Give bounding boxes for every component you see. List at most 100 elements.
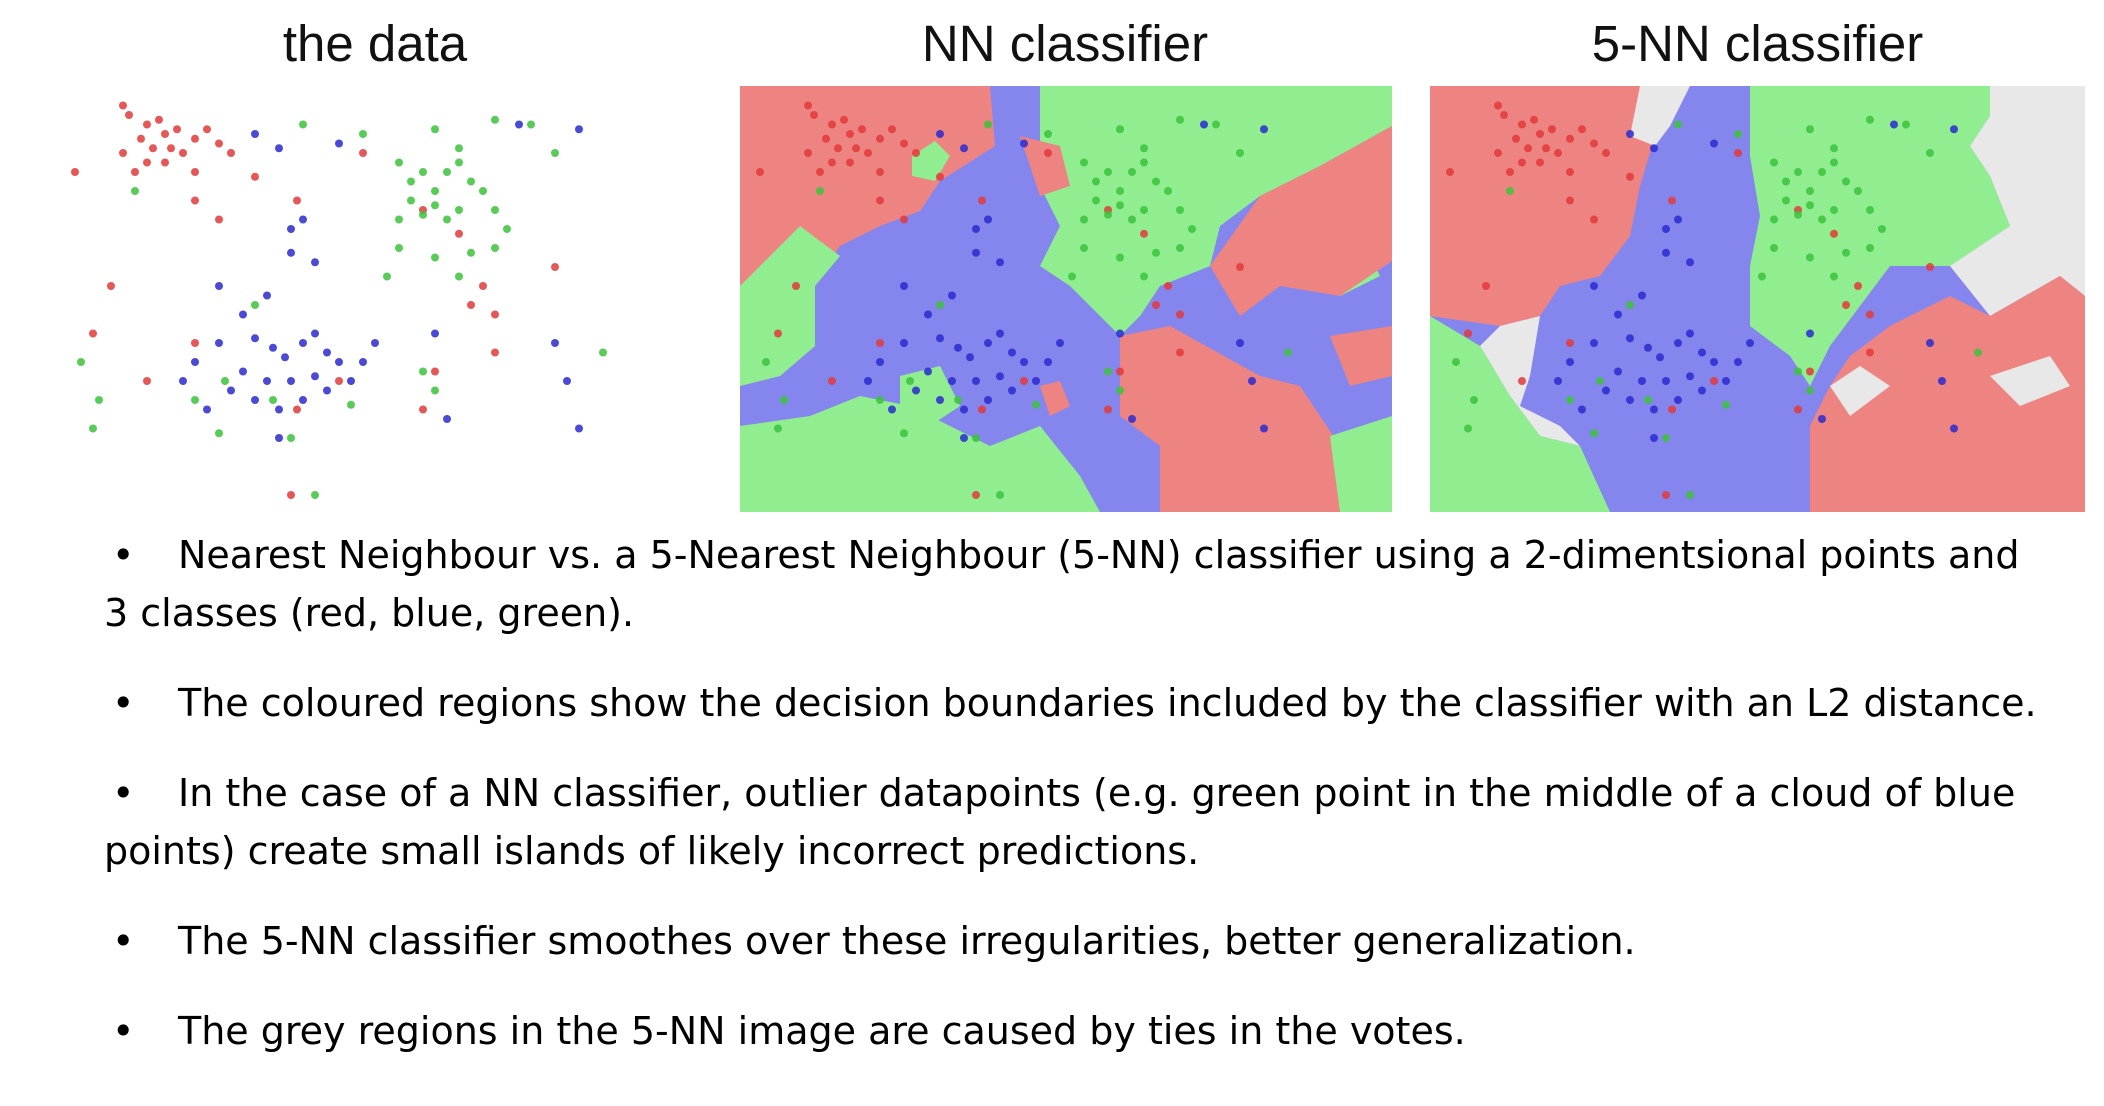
blue-point: [275, 144, 283, 153]
blue-point: [431, 329, 439, 338]
green-point: [1878, 225, 1886, 233]
green-point: [131, 187, 139, 195]
red-point: [1500, 111, 1508, 119]
red-point: [125, 111, 133, 119]
region-green: [740, 226, 840, 386]
green-point: [1140, 144, 1148, 153]
green-point: [89, 424, 97, 433]
blue-point: [215, 282, 223, 290]
5nn-decision-map: [1430, 86, 2085, 512]
blue-point: [1056, 339, 1064, 347]
blue-point: [1578, 405, 1586, 414]
blue-point: [299, 215, 307, 224]
green-point: [1596, 377, 1604, 385]
blue-point: [1008, 348, 1016, 357]
green-point: [1794, 367, 1802, 376]
blue-point: [311, 329, 319, 338]
red-point: [846, 158, 854, 167]
red-point: [491, 348, 499, 357]
region-grey: [1630, 86, 1690, 146]
5nn-classifier-panel: [1430, 86, 2085, 512]
green-point: [996, 491, 1004, 499]
blue-point: [1698, 386, 1706, 395]
red-point: [840, 115, 848, 124]
red-point: [852, 144, 860, 153]
red-point: [774, 329, 782, 338]
region-red: [1330, 326, 1392, 386]
green-point: [1116, 125, 1124, 134]
green-point: [1818, 168, 1826, 176]
green-point: [1842, 248, 1850, 257]
blue-point: [1698, 348, 1706, 357]
red-point: [900, 215, 908, 224]
blue-point: [215, 339, 223, 347]
blue-point: [996, 372, 1004, 381]
green-point: [383, 272, 391, 281]
green-point: [431, 187, 439, 195]
red-point: [1566, 134, 1574, 143]
red-point: [1176, 310, 1184, 319]
red-point: [143, 158, 151, 167]
red-point: [1590, 139, 1598, 148]
blue-point: [1722, 377, 1730, 385]
red-point: [179, 149, 187, 157]
green-point: [1866, 115, 1874, 124]
blue-point: [551, 339, 559, 347]
blue-point: [287, 377, 295, 385]
region-green: [1330, 416, 1392, 512]
green-point: [1152, 177, 1160, 186]
bullet-text: The coloured regions show the decision b…: [178, 681, 2037, 725]
region-green: [1430, 316, 1610, 512]
blue-point: [972, 248, 980, 257]
green-point: [1212, 120, 1220, 129]
blue-point: [1116, 329, 1124, 338]
green-point: [1176, 244, 1184, 252]
blue-point: [1020, 358, 1028, 366]
red-point: [936, 172, 944, 181]
region-grey: [1480, 316, 1580, 446]
blue-point: [311, 372, 319, 381]
green-point: [191, 396, 199, 404]
red-point: [419, 405, 427, 414]
green-point: [1806, 253, 1814, 262]
red-point: [1236, 263, 1244, 271]
bullet-dot: •: [112, 1009, 135, 1053]
red-point: [846, 130, 854, 138]
green-point: [1152, 248, 1160, 257]
red-point: [1176, 348, 1184, 357]
red-point: [1140, 229, 1148, 238]
red-point: [1512, 134, 1520, 143]
green-point: [1662, 434, 1670, 442]
red-point: [1734, 149, 1742, 157]
red-point: [251, 172, 259, 181]
green-point: [1068, 272, 1076, 281]
green-point: [1566, 396, 1574, 404]
blue-point: [960, 144, 968, 153]
green-point: [419, 168, 427, 176]
blue-point: [1044, 358, 1052, 366]
green-point: [407, 196, 415, 205]
red-point: [479, 282, 487, 290]
red-point: [1536, 130, 1544, 138]
blue-point: [299, 339, 307, 347]
green-point: [1080, 158, 1088, 167]
bullet-text: The grey regions in the 5-NN image are c…: [178, 1009, 1466, 1053]
red-point: [455, 229, 463, 238]
blue-point: [1674, 215, 1682, 224]
red-point: [293, 405, 301, 414]
red-point: [1566, 339, 1574, 347]
region-red: [1020, 136, 1070, 196]
blue-point: [1674, 339, 1682, 347]
green-point: [1080, 244, 1088, 252]
green-point: [1926, 149, 1934, 157]
green-point: [455, 272, 463, 281]
green-point: [1104, 210, 1112, 219]
blue-point: [996, 258, 1004, 267]
bullet-item: • The 5-NN classifier smoothes over these…: [104, 912, 2040, 970]
red-point: [191, 196, 199, 205]
red-point: [1842, 301, 1850, 309]
red-point: [1116, 367, 1124, 376]
green-point: [287, 434, 295, 442]
blue-point: [1626, 334, 1634, 343]
region-red: [1430, 86, 1670, 326]
